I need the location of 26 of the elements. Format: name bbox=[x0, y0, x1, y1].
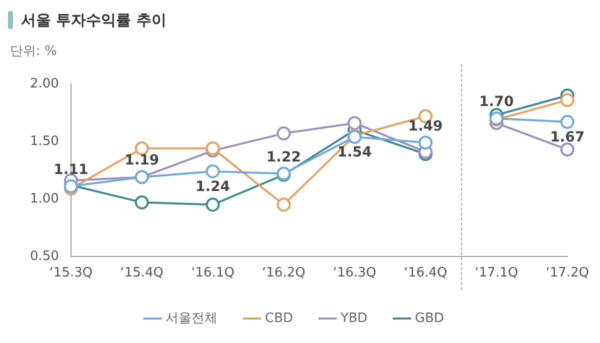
y-tick-label: 0.50 bbox=[30, 248, 59, 264]
data-label: 1.70 bbox=[479, 94, 514, 110]
x-tick-label: ‘15.3Q bbox=[49, 266, 93, 281]
data-label: 1.49 bbox=[408, 118, 443, 134]
y-tick-label: 1.00 bbox=[30, 191, 59, 206]
y-tick-label: 1.50 bbox=[30, 134, 59, 149]
x-tick-label: ‘16.1Q bbox=[191, 266, 234, 281]
data-label: 1.22 bbox=[266, 149, 301, 166]
legend-label: CBD bbox=[265, 310, 294, 326]
data-label: 1.67 bbox=[550, 130, 585, 146]
y-axis-title: 단위: % bbox=[10, 43, 58, 60]
data-label: 1.54 bbox=[337, 144, 372, 161]
legend-label: YBD bbox=[340, 310, 368, 326]
data-label: 1.19 bbox=[124, 152, 160, 169]
legend-label: 서울전체 bbox=[166, 310, 218, 326]
y-tick-label: 2.00 bbox=[30, 76, 59, 92]
x-tick-label: ‘15.4Q bbox=[120, 266, 164, 281]
x-tick-label: ‘17.2Q bbox=[546, 266, 589, 281]
x-tick-label: ‘16.4Q bbox=[404, 266, 448, 281]
legend-label: GBD bbox=[414, 310, 444, 326]
x-tick-label: ‘16.2Q bbox=[262, 266, 306, 281]
x-tick-label: ‘17.1Q bbox=[474, 266, 518, 281]
data-label: 1.11 bbox=[54, 162, 88, 178]
chart-title: 서울 투자수익률 추이 bbox=[21, 10, 166, 30]
data-label: 1.24 bbox=[196, 178, 230, 195]
x-tick-label: ‘16.3Q bbox=[332, 266, 376, 281]
